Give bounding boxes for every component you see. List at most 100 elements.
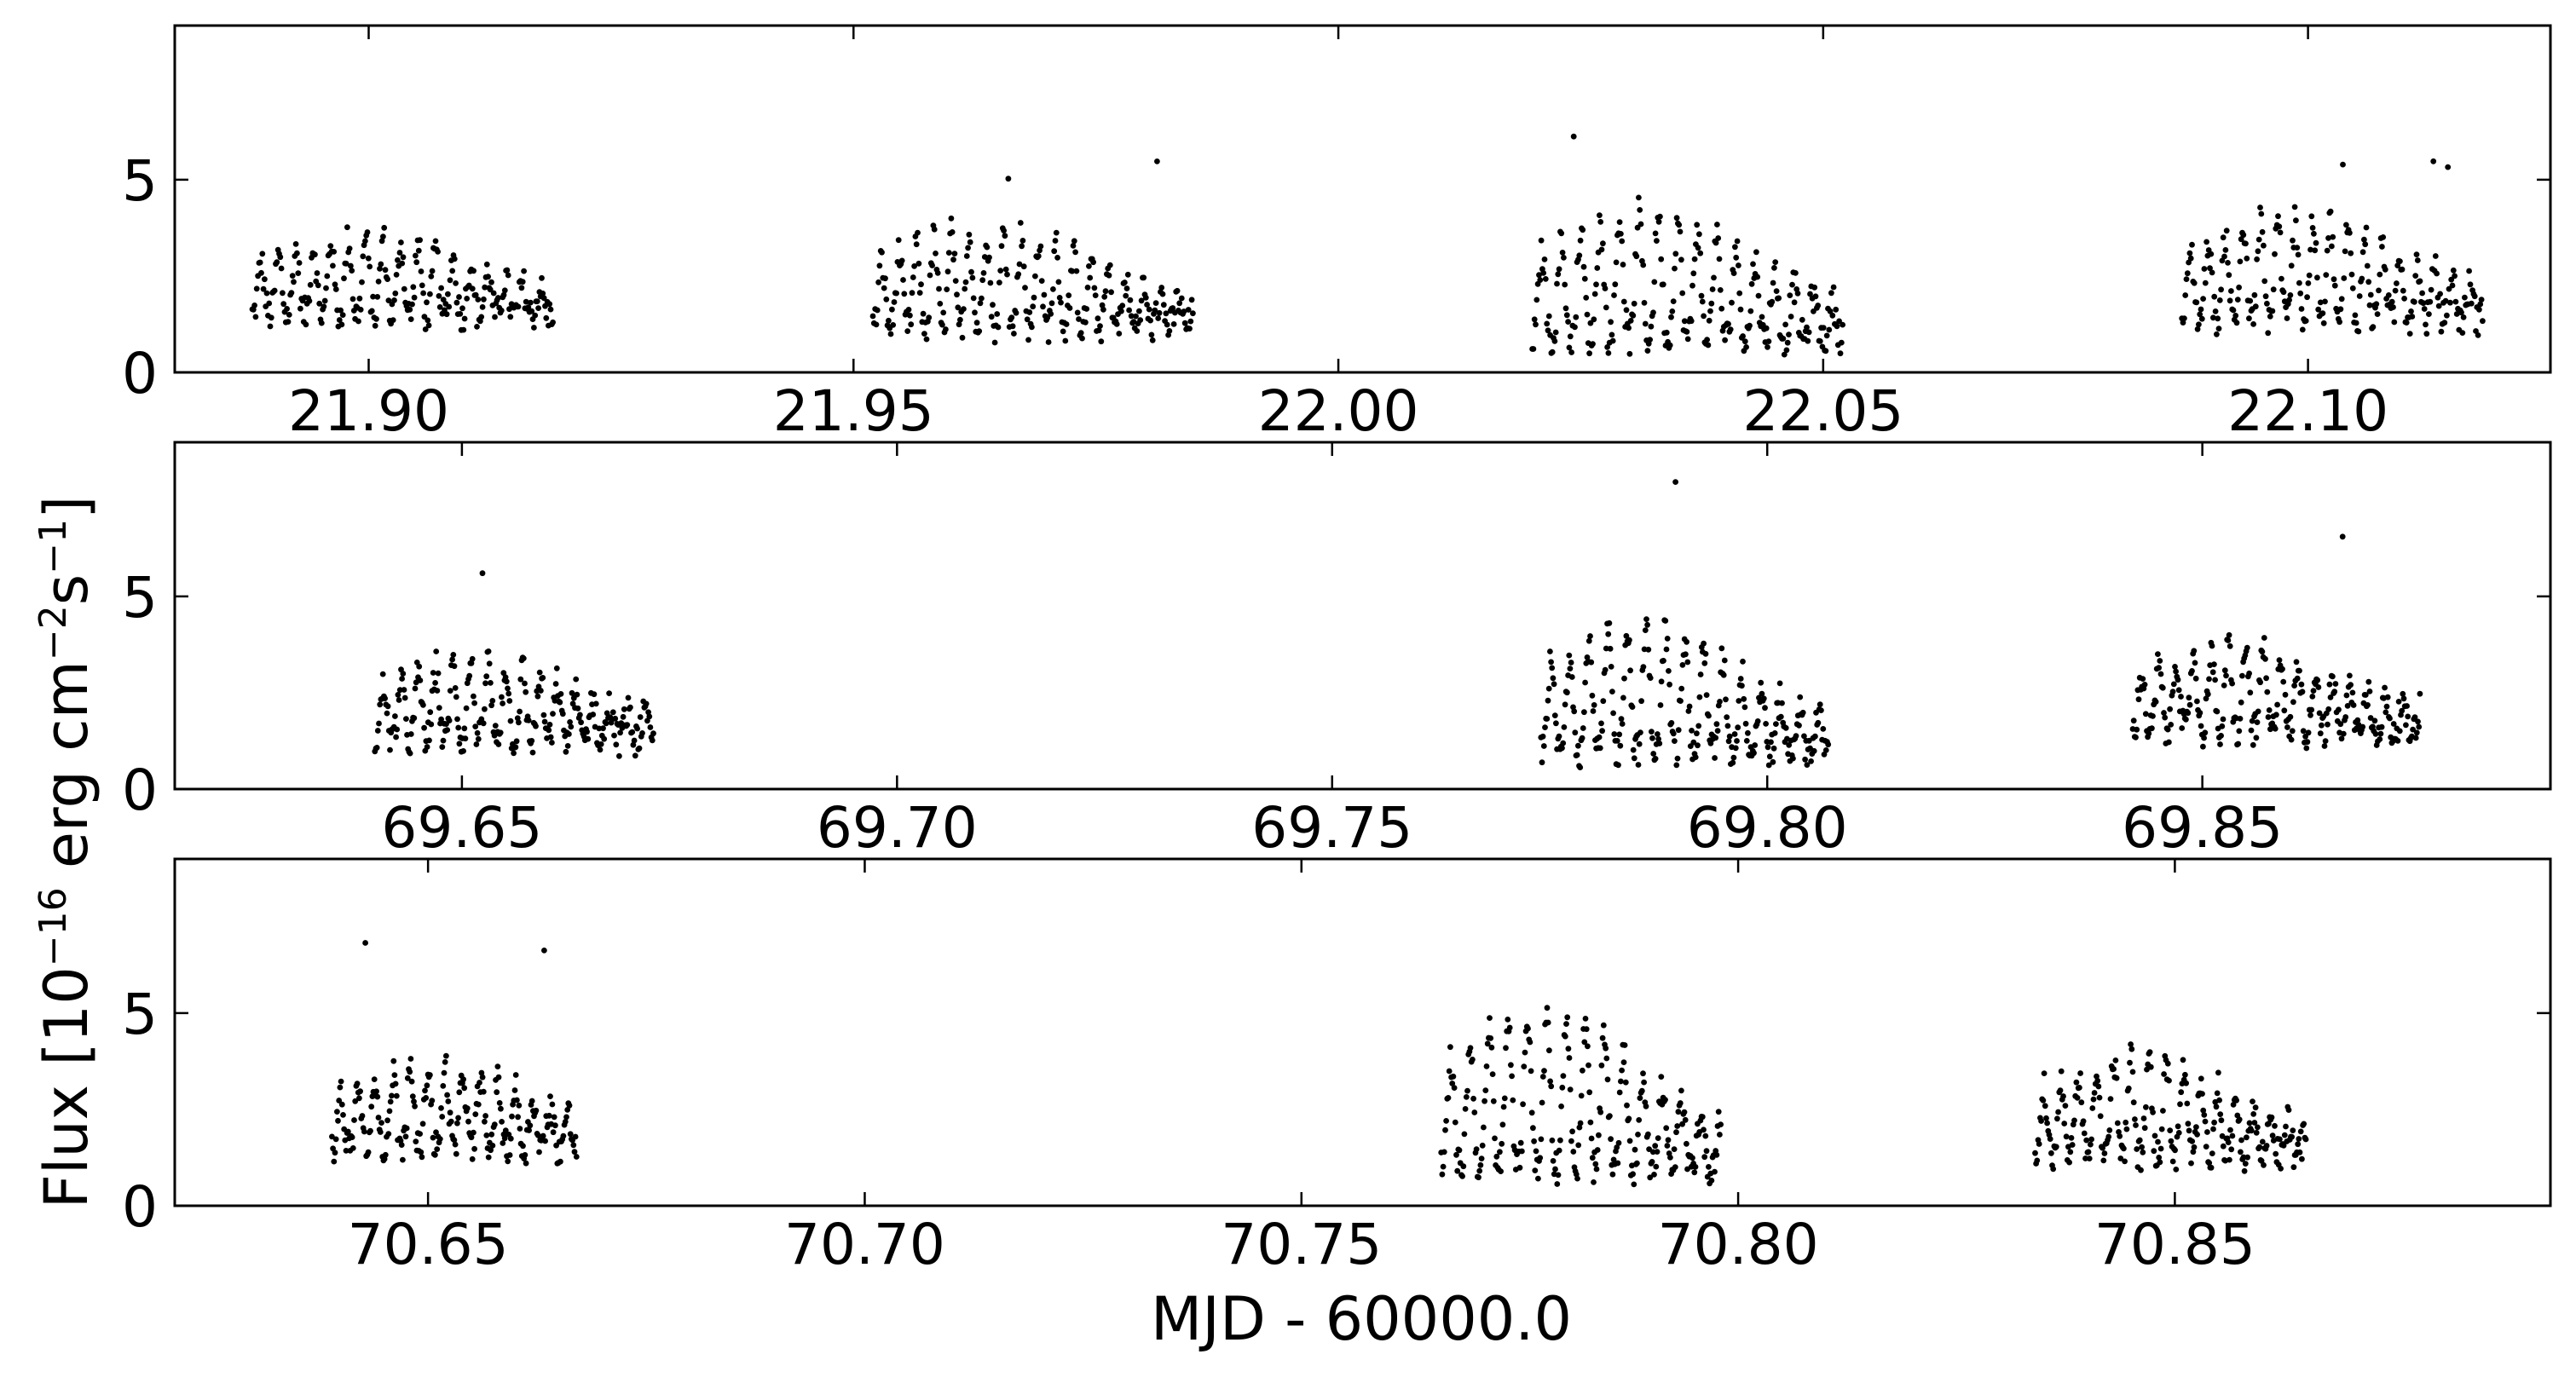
data-point bbox=[2378, 723, 2385, 730]
data-point bbox=[2475, 332, 2481, 338]
data-point bbox=[1583, 295, 1590, 301]
data-point bbox=[1649, 1159, 1655, 1165]
data-point bbox=[426, 737, 432, 744]
x-tick-label: 70.65 bbox=[348, 1212, 509, 1277]
x-tick-label: 69.85 bbox=[2122, 795, 2283, 861]
data-point bbox=[491, 1121, 498, 1128]
data-point bbox=[1155, 315, 1162, 321]
data-point bbox=[2432, 253, 2439, 259]
data-point bbox=[2050, 1166, 2057, 1173]
data-point bbox=[2290, 1127, 2296, 1133]
data-point bbox=[485, 274, 491, 280]
data-point bbox=[1765, 744, 1771, 751]
data-point bbox=[432, 680, 438, 686]
data-point bbox=[2128, 1041, 2134, 1047]
data-point bbox=[2276, 223, 2283, 230]
data-point bbox=[1811, 747, 1817, 754]
data-point bbox=[2157, 1145, 2164, 1152]
data-point bbox=[2388, 298, 2395, 305]
data-point bbox=[578, 719, 584, 726]
data-point bbox=[2331, 689, 2338, 695]
data-point bbox=[1462, 1106, 1469, 1112]
data-point bbox=[445, 1098, 452, 1104]
data-point bbox=[980, 270, 987, 276]
data-point bbox=[2247, 297, 2254, 304]
data-point bbox=[1190, 310, 1196, 317]
data-point bbox=[315, 282, 321, 289]
data-point bbox=[1542, 276, 1549, 282]
data-point bbox=[1655, 735, 1661, 742]
x-tick-label: 69.65 bbox=[381, 795, 542, 861]
data-point bbox=[1609, 1171, 1616, 1178]
data-point bbox=[522, 680, 528, 687]
data-point bbox=[1591, 702, 1597, 708]
data-point bbox=[1541, 1068, 1547, 1074]
data-point bbox=[1730, 270, 1737, 276]
data-point bbox=[577, 712, 583, 718]
data-point bbox=[1152, 300, 1159, 306]
data-point bbox=[2371, 717, 2378, 724]
data-point bbox=[2240, 232, 2247, 239]
data-point bbox=[1672, 1164, 1678, 1170]
data-point bbox=[1666, 342, 1673, 349]
data-point bbox=[1713, 735, 1719, 741]
data-point bbox=[1560, 740, 1567, 746]
data-point bbox=[1545, 685, 1552, 692]
data-point bbox=[534, 693, 541, 700]
data-point bbox=[2239, 672, 2245, 679]
data-point bbox=[1142, 294, 1149, 301]
data-point bbox=[1178, 295, 1185, 302]
data-point bbox=[1724, 714, 1730, 720]
data-point bbox=[994, 311, 1001, 317]
data-point bbox=[1552, 329, 1559, 336]
data-point bbox=[2096, 1094, 2103, 1101]
data-point bbox=[452, 1141, 459, 1148]
data-point bbox=[540, 712, 547, 718]
data-point bbox=[2211, 1119, 2218, 1126]
data-point bbox=[385, 1131, 392, 1137]
data-point bbox=[1562, 1033, 1568, 1040]
data-point bbox=[1539, 1099, 1545, 1106]
y-axis-title-part-2: erg cm bbox=[32, 660, 101, 887]
data-point bbox=[1776, 295, 1782, 302]
data-point bbox=[2042, 1103, 2048, 1109]
data-point bbox=[1492, 1135, 1498, 1142]
data-point bbox=[436, 1136, 443, 1142]
data-point bbox=[1668, 314, 1674, 320]
data-point bbox=[1621, 1042, 1628, 1048]
data-point bbox=[1530, 1125, 1536, 1132]
data-point bbox=[1630, 1171, 1636, 1178]
data-point bbox=[1561, 255, 1567, 261]
data-point bbox=[2246, 315, 2252, 322]
data-point bbox=[2121, 1145, 2127, 1152]
data-point bbox=[1559, 745, 1565, 752]
x-axis-title: MJD - 60000.0 bbox=[1151, 1284, 1572, 1354]
data-point bbox=[1706, 712, 1712, 719]
data-point bbox=[501, 287, 508, 294]
data-point bbox=[2105, 1133, 2112, 1140]
data-point bbox=[2255, 1124, 2261, 1131]
data-point bbox=[2134, 1146, 2140, 1152]
data-point bbox=[2428, 286, 2434, 293]
data-point bbox=[532, 312, 539, 319]
data-point bbox=[1643, 616, 1649, 622]
data-point bbox=[504, 267, 511, 274]
data-point bbox=[1718, 645, 1725, 652]
data-point bbox=[882, 275, 888, 282]
data-point bbox=[2142, 711, 2149, 717]
data-point bbox=[998, 243, 1005, 250]
data-point bbox=[1535, 1175, 1541, 1182]
data-point bbox=[920, 310, 927, 317]
data-point bbox=[1621, 675, 1627, 682]
data-point bbox=[2228, 1146, 2235, 1153]
data-point bbox=[2343, 222, 2349, 228]
data-point bbox=[390, 317, 396, 323]
data-point bbox=[2309, 694, 2316, 700]
data-point bbox=[384, 1117, 390, 1124]
data-point bbox=[393, 734, 399, 740]
data-point bbox=[1695, 245, 1701, 251]
data-point bbox=[2227, 1127, 2233, 1133]
data-point bbox=[2250, 1111, 2257, 1117]
data-point bbox=[436, 304, 443, 310]
data-point bbox=[2209, 669, 2216, 676]
